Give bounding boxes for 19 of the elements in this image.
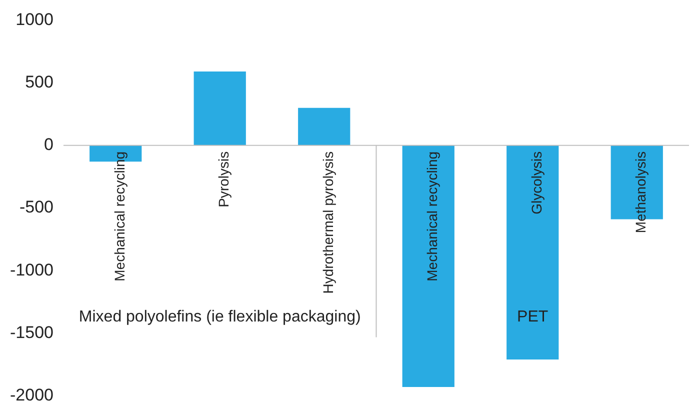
y-tick-label: 0 <box>44 135 54 154</box>
annotation: PET <box>517 308 548 326</box>
y-tick-label: -1500 <box>10 322 54 342</box>
annotation: Mixed polyolefins (ie flexible packaging) <box>78 308 361 326</box>
bar <box>298 108 350 146</box>
y-tick-label: -500 <box>19 198 54 217</box>
bar <box>506 145 559 360</box>
bar <box>194 72 246 146</box>
x-tick-label: Mechanical recycling <box>424 151 440 282</box>
x-tick-label: Pyrolysis <box>216 151 232 208</box>
y-tick-label: -1000 <box>10 260 54 280</box>
y-tick-label: 500 <box>25 72 54 92</box>
x-tick-label: Methanolysis <box>632 151 649 234</box>
x-tick-label: Glycolysis <box>528 151 544 214</box>
x-tick-label: Mechanical recycling <box>111 151 128 282</box>
y-tick-label: 1000 <box>16 10 54 29</box>
bar <box>402 145 454 388</box>
y-tick-label: -2000 <box>10 385 54 404</box>
x-tick-label: Hydrothermal pyrolysis <box>320 151 336 294</box>
